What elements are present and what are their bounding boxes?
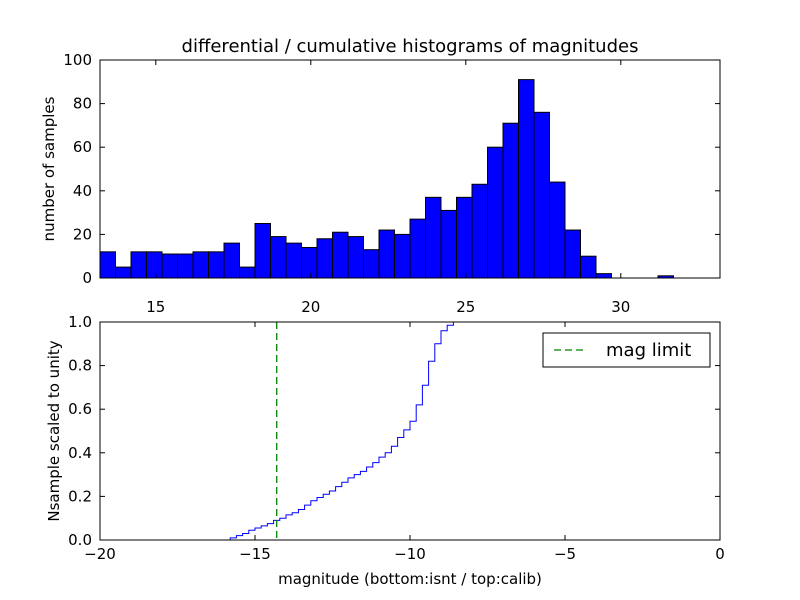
cumulative-x-ticks: −20 −15 −10 −5 0 bbox=[84, 322, 725, 563]
histogram-bar bbox=[363, 249, 380, 279]
y-tick-label: 100 bbox=[63, 51, 92, 69]
x-tick-label: −20 bbox=[84, 545, 116, 563]
histogram-x-ticks: 15 20 25 30 bbox=[146, 60, 630, 316]
x-tick-label: 20 bbox=[301, 298, 320, 316]
histogram-y-ticks: 0 20 40 60 80 100 bbox=[63, 51, 720, 287]
histogram-bar bbox=[270, 236, 287, 279]
x-tick-label: 25 bbox=[456, 298, 475, 316]
histogram-bar bbox=[332, 231, 349, 279]
histogram-bar bbox=[347, 236, 364, 279]
x-tick-label: 30 bbox=[611, 298, 630, 316]
histogram-bar bbox=[239, 266, 256, 279]
histogram-bar bbox=[533, 111, 550, 279]
histogram-bar bbox=[425, 196, 442, 279]
histogram-bar bbox=[254, 223, 271, 279]
x-tick-label: 15 bbox=[146, 298, 165, 316]
histogram-bar bbox=[409, 218, 426, 279]
y-tick-label: 80 bbox=[73, 95, 92, 113]
cumulative-x-label: magnitude (bottom:isnt / top:calib) bbox=[278, 570, 542, 588]
histogram-axes: differential / cumulative histograms of … bbox=[40, 36, 721, 316]
histogram-bar bbox=[471, 183, 488, 279]
x-tick-label: −5 bbox=[554, 545, 576, 563]
histogram-bar bbox=[440, 209, 457, 279]
histogram-bar bbox=[487, 146, 504, 279]
histogram-bars bbox=[99, 79, 674, 279]
histogram-bar bbox=[208, 251, 225, 279]
y-tick-label: 60 bbox=[73, 138, 92, 156]
histogram-frame bbox=[99, 59, 721, 279]
x-tick-label: 0 bbox=[715, 545, 725, 563]
cumulative-axes: −20 −15 −10 −5 0 0.0 0.2 0.4 0.6 0.8 1.0 magnitud… bbox=[45, 313, 725, 588]
histogram-bar bbox=[549, 181, 566, 279]
cumulative-y-label: Nsample scaled to unity bbox=[45, 340, 63, 521]
y-tick-label: 40 bbox=[73, 182, 92, 200]
cumulative-y-ticks: 0.0 0.2 0.4 0.6 0.8 1.0 bbox=[68, 313, 720, 549]
y-tick-label: 1.0 bbox=[68, 313, 92, 331]
histogram-title: differential / cumulative histograms of … bbox=[182, 36, 639, 57]
histogram-bar bbox=[518, 79, 535, 279]
histogram-bar bbox=[115, 266, 132, 279]
y-tick-label: 0.8 bbox=[68, 357, 92, 375]
y-tick-label: 0.4 bbox=[68, 444, 92, 462]
histogram-bar bbox=[192, 251, 209, 279]
histogram-bar bbox=[130, 251, 147, 279]
x-tick-label: −10 bbox=[394, 545, 426, 563]
histogram-bar bbox=[378, 229, 395, 279]
histogram-bar bbox=[285, 242, 302, 279]
y-tick-label: 0 bbox=[82, 269, 92, 287]
histogram-bar bbox=[394, 233, 411, 279]
histogram-bar bbox=[161, 253, 178, 279]
histogram-bar bbox=[502, 122, 519, 279]
legend: mag limit bbox=[542, 332, 711, 368]
y-tick-label: 0.0 bbox=[68, 531, 92, 549]
legend-label: mag limit bbox=[606, 340, 691, 361]
histogram-bar bbox=[223, 242, 240, 279]
histogram-bar bbox=[301, 246, 318, 279]
histogram-bar bbox=[99, 251, 116, 279]
histogram-bar bbox=[564, 229, 581, 279]
histogram-bar bbox=[177, 253, 194, 279]
histogram-y-label: number of samples bbox=[40, 96, 58, 241]
histogram-bar bbox=[146, 251, 163, 279]
histogram-bar bbox=[580, 255, 597, 279]
histogram-bar bbox=[316, 238, 333, 279]
histogram-bar bbox=[456, 196, 473, 279]
y-tick-label: 0.2 bbox=[68, 487, 92, 505]
y-tick-label: 0.6 bbox=[68, 400, 92, 418]
x-tick-label: −15 bbox=[239, 545, 271, 563]
y-tick-label: 20 bbox=[73, 225, 92, 243]
cumulative-series-line bbox=[100, 321, 469, 541]
histogram-bar bbox=[595, 273, 612, 279]
